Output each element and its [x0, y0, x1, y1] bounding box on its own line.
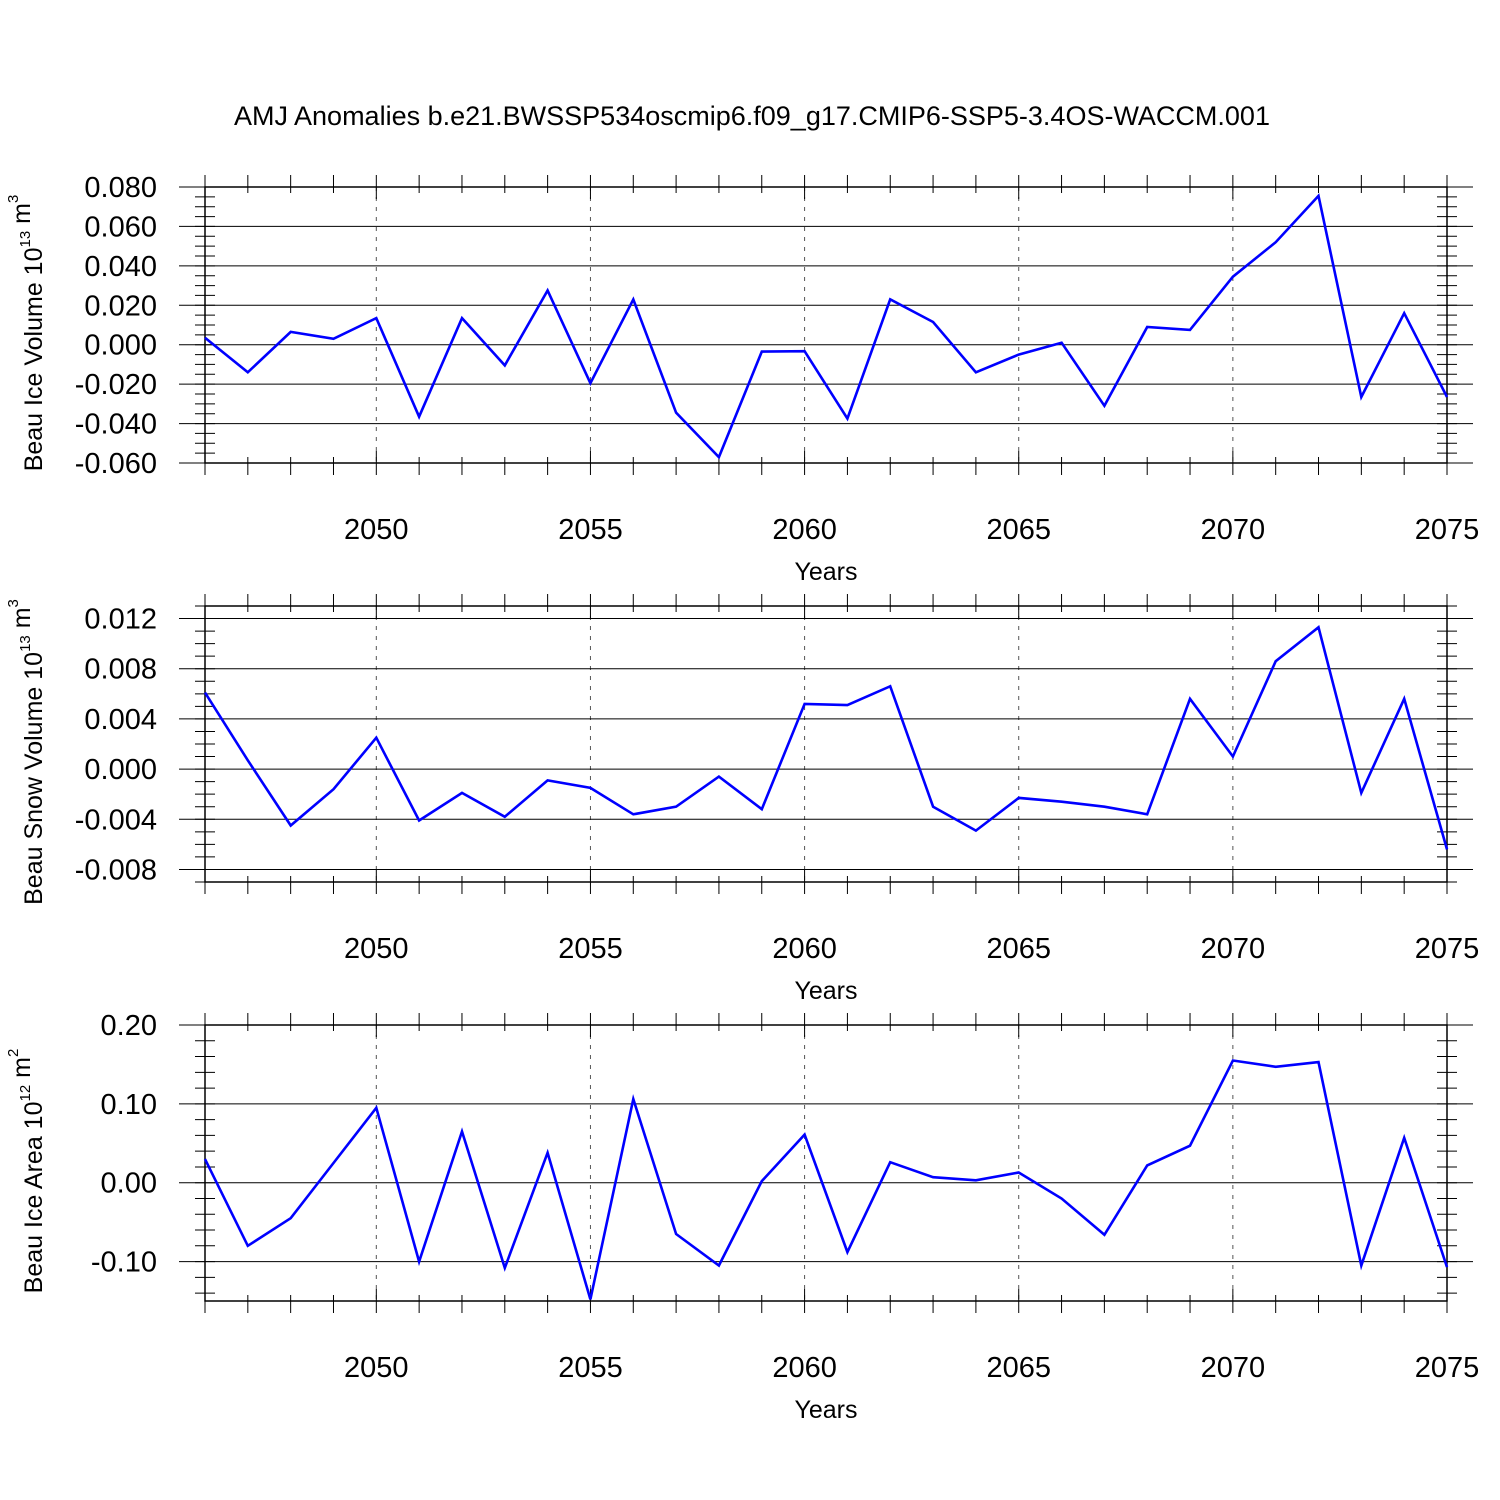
- x-tick-label: 2070: [1201, 514, 1266, 546]
- y-tick-label: -0.008: [75, 854, 157, 886]
- y-tick-label: 0.040: [84, 251, 157, 283]
- x-tick-label: 2075: [1415, 933, 1480, 965]
- series-line: [203, 1059, 1449, 1300]
- x-tick-label: 2060: [772, 514, 837, 546]
- y-axis-title: Beau Snow Volume 1013 m3: [5, 599, 48, 905]
- x-tick-label: 2060: [772, 933, 837, 965]
- y-tick-label: 0.00: [101, 1168, 157, 1200]
- plot-frame: [204, 605, 1448, 883]
- y-axis-title-ylabel: Beau Snow Volume: [20, 687, 48, 905]
- y-axis-title-ylabel-unit-base: 10: [20, 248, 48, 276]
- y-axis-title-space: [8, 628, 36, 635]
- y-axis-title-space: [8, 224, 36, 231]
- y-axis-title-ylabel: Beau Ice Area: [20, 1136, 48, 1293]
- x-tick-label: 2070: [1201, 933, 1266, 965]
- y-tick-label: 0.008: [84, 654, 157, 686]
- snow-volume-panel: -0.008 -0.004 0.000 0.004 0.008 0.012 2050 2055…: [5, 594, 1479, 1005]
- y-axis-title-ylabel-unit: m: [8, 203, 36, 224]
- x-tick-label: 2060: [772, 1352, 837, 1384]
- x-tick-label: 2055: [558, 1352, 623, 1384]
- y-axis-title-space: [20, 1129, 48, 1136]
- y-tick-label: 0.020: [84, 290, 157, 322]
- ice-area-panel: -0.10 0.00 0.10 0.20 2050 2055 2060 2065 2070 207…: [5, 1010, 1479, 1424]
- y-axis-title-ylabel-unit: m: [8, 1057, 36, 1078]
- y-axis-title-ylabel-unit-base: 10: [20, 1101, 48, 1129]
- y-tick-label: -0.060: [75, 448, 157, 480]
- y-axis-title-ylabel-unit-exp: 13: [17, 231, 34, 248]
- y-axis-title-ylabel-unit-unit-exp: 3: [5, 599, 22, 607]
- x-tick-label: 2065: [986, 514, 1051, 546]
- y-tick-label: 0.012: [84, 604, 157, 636]
- plot-frame: [204, 186, 1448, 464]
- series-line: [203, 625, 1449, 850]
- x-tick-label: 2075: [1415, 1352, 1480, 1384]
- x-axis-title: Years: [794, 977, 857, 1005]
- x-tick-label: 2075: [1415, 514, 1480, 546]
- y-tick-label: 0.20: [101, 1010, 157, 1042]
- y-tick-label: -0.004: [75, 804, 157, 836]
- y-axis-title-ylabel-unit-base: 10: [20, 652, 48, 680]
- y-axis-title-space: [20, 680, 48, 687]
- x-tick-label: 2065: [986, 933, 1051, 965]
- y-tick-label: 0.080: [84, 172, 157, 204]
- x-tick-label: 2050: [344, 933, 409, 965]
- y-tick-label: 0.004: [84, 704, 157, 736]
- y-tick-label: -0.040: [75, 409, 157, 441]
- y-axis-title: Beau Ice Area 1012 m2: [5, 1049, 48, 1294]
- y-tick-label: -0.10: [91, 1247, 157, 1279]
- y-axis-title-ylabel-unit: m: [8, 607, 36, 628]
- plot-frame: [204, 1024, 1448, 1302]
- x-axis-title: Years: [794, 558, 857, 586]
- y-axis-title-space: [20, 275, 48, 282]
- y-tick-label: 0.10: [101, 1089, 157, 1121]
- y-axis-title-ylabel-unit-unit-exp: 3: [5, 195, 22, 203]
- x-tick-label: 2055: [558, 514, 623, 546]
- y-tick-label: 0.000: [84, 330, 157, 362]
- y-axis-title-space: [8, 1078, 36, 1085]
- series-line: [204, 193, 1449, 460]
- y-tick-label: 0.000: [84, 754, 157, 786]
- y-axis-title-ylabel: Beau Ice Volume: [20, 282, 48, 471]
- y-tick-label: 0.060: [84, 211, 157, 243]
- x-tick-label: 2050: [344, 1352, 409, 1384]
- y-axis-title-ylabel-unit-exp: 12: [17, 1085, 34, 1102]
- x-tick-label: 2055: [558, 933, 623, 965]
- x-tick-label: 2070: [1201, 1352, 1266, 1384]
- chart-title: AMJ Anomalies b.e21.BWSSP534oscmip6.f09_…: [234, 101, 1270, 131]
- y-tick-label: -0.020: [75, 369, 157, 401]
- x-axis-title: Years: [794, 1396, 857, 1424]
- ice-volume-panel: -0.060 -0.040 -0.020 0.000 0.020 0.040 0.060 0.…: [5, 172, 1479, 586]
- x-tick-label: 2065: [986, 1352, 1051, 1384]
- x-tick-label: 2050: [344, 514, 409, 546]
- y-axis-title: Beau Ice Volume 1013 m3: [5, 195, 48, 472]
- y-axis-title-ylabel-unit-exp: 13: [17, 635, 34, 652]
- y-axis-title-ylabel-unit-unit-exp: 2: [5, 1049, 22, 1057]
